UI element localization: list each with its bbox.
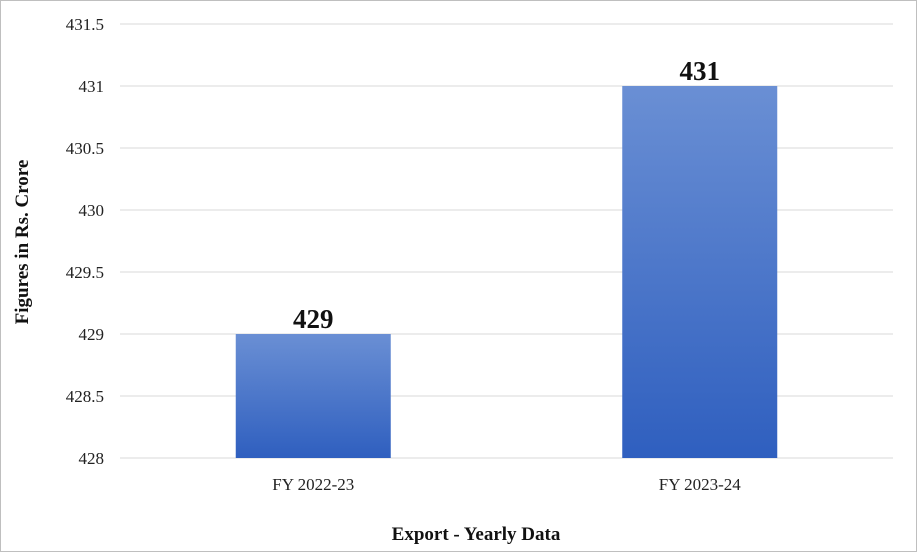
x-tick-label: FY 2022-23 [272, 475, 354, 494]
data-labels: 429 431 [293, 56, 720, 334]
y-axis-ticks: 428 428.5 429 429.5 430 430.5 431 431.5 [66, 15, 104, 468]
y-tick-label: 429 [79, 325, 105, 344]
y-tick-label: 431.5 [66, 15, 104, 34]
y-tick-label: 429.5 [66, 263, 104, 282]
y-tick-label: 428.5 [66, 387, 104, 406]
bars [235, 86, 778, 458]
data-label: 429 [293, 304, 334, 334]
y-tick-label: 431 [79, 77, 105, 96]
bar [235, 334, 391, 458]
x-axis-title: Export - Yearly Data [392, 524, 561, 545]
y-axis-title: Figures in Rs. Crore [12, 160, 33, 325]
x-axis-ticks: FY 2022-23 FY 2023-24 [272, 475, 741, 494]
y-tick-label: 430 [79, 201, 105, 220]
bar [622, 86, 778, 458]
y-tick-label: 430.5 [66, 139, 104, 158]
x-tick-label: FY 2023-24 [659, 475, 742, 494]
y-tick-label: 428 [79, 449, 105, 468]
data-label: 431 [680, 56, 721, 86]
